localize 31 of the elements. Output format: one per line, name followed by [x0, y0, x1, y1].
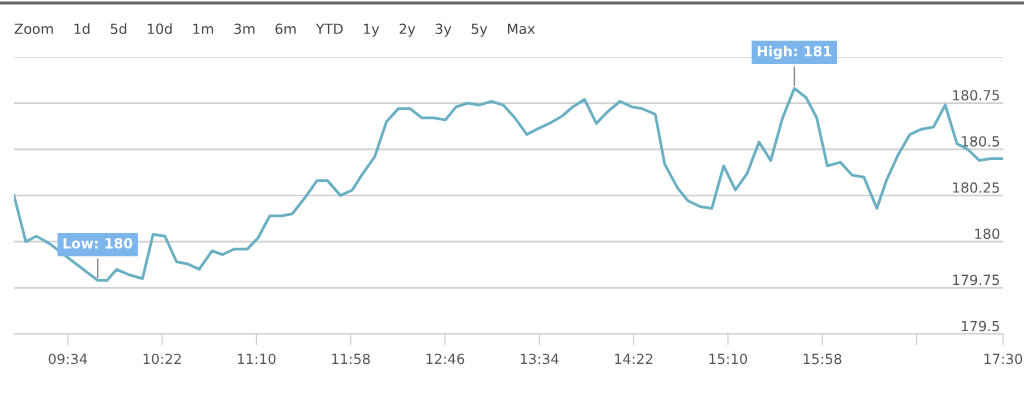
y-tick-label: 179.75 — [953, 274, 1000, 286]
x-tick-label: 14:22 — [615, 353, 653, 364]
y-tick-label: 180.25 — [953, 182, 1000, 193]
x-tick-label: 15:58 — [803, 353, 842, 365]
text: 5d — [110, 23, 127, 35]
text: 10d — [147, 23, 172, 35]
y-tick-label: 180.5 — [961, 136, 1000, 147]
text: 1m — [193, 23, 214, 34]
text: Zoom — [14, 23, 53, 35]
x-tick-label: 13:34 — [520, 353, 559, 365]
annotation: Low: 180 — [63, 238, 133, 249]
y-tick-label: 180 — [975, 228, 1000, 239]
text: 3y — [435, 23, 452, 37]
text: 1y — [364, 23, 380, 37]
x-tick-label: 11:10 — [237, 353, 276, 365]
x-tick-label: 10:22 — [143, 353, 181, 365]
annotation: High: 181 — [757, 45, 832, 60]
x-tick-label: 12:46 — [426, 353, 465, 365]
text: YTD — [315, 23, 343, 34]
y-tick-label: 179.5 — [961, 320, 1000, 332]
text: 5y — [471, 23, 488, 37]
x-tick-label: 15:10 — [709, 353, 748, 365]
x-tick-label: 11:58 — [332, 353, 370, 365]
text: 3m — [234, 23, 255, 35]
text: Max — [507, 23, 535, 35]
x-tick-label: 09:34 — [48, 353, 88, 365]
text: 6m — [275, 23, 296, 35]
text: 2y — [399, 23, 416, 37]
text: 1d — [74, 23, 90, 35]
x-tick-label: 17:30 — [984, 353, 1023, 365]
y-tick-label: 180.75 — [953, 89, 1000, 101]
